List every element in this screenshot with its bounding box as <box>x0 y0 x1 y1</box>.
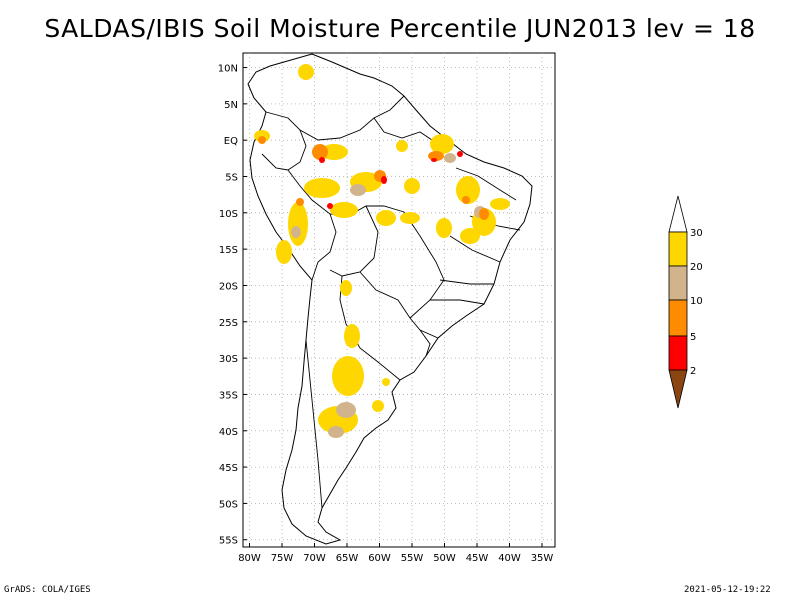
lon-label: 50W <box>433 553 456 564</box>
colorbar-cap-bottom <box>668 369 688 409</box>
lon-label: 35W <box>531 553 554 564</box>
lat-label: 5S <box>225 173 238 184</box>
colorbar-label-30: 30 <box>690 228 703 239</box>
lon-label: 60W <box>368 553 391 564</box>
footer-credit: GrADS: COLA/IGES <box>4 585 91 595</box>
lat-label: 35S <box>219 390 238 401</box>
colorbar-label-2: 2 <box>690 366 696 377</box>
colorbar-bin-10-20 <box>668 265 688 301</box>
colorbar <box>668 195 688 409</box>
lat-label: 20S <box>219 281 238 292</box>
footer-timestamp: 2021-05-12-19:22 <box>684 585 771 595</box>
lat-label: 45S <box>219 463 238 474</box>
lat-label: 30S <box>219 354 238 365</box>
longitude-labels: 80W 75W 70W 65W 60W 55W 50W 45W 40W 35W <box>238 543 553 564</box>
latitude-labels: 10N 5N EQ 5S 10S 15S 20S 25S 30S 35S 40S 45S 50S 55S <box>218 64 247 547</box>
lon-label: 55W <box>401 553 424 564</box>
lat-label: 15S <box>219 245 238 256</box>
plot-frame <box>242 52 556 548</box>
lat-label: 10N <box>218 64 238 75</box>
colorbar-bin-20-30 <box>668 231 688 267</box>
colorbar-cap-top <box>668 195 688 233</box>
south-america-outline <box>247 53 533 545</box>
map-title: SALDAS/IBIS Soil Moisture Percentile JUN… <box>44 14 756 43</box>
lat-label: 40S <box>219 427 238 438</box>
lon-label: 65W <box>336 553 359 564</box>
lat-label: 50S <box>219 499 238 510</box>
anomaly-patches <box>254 64 510 438</box>
colorbar-label-20: 20 <box>690 262 703 273</box>
colorbar-label-10: 10 <box>690 296 703 307</box>
lon-label: 75W <box>271 553 294 564</box>
gridlines <box>243 53 555 547</box>
lon-label: 80W <box>238 553 261 564</box>
colorbar-labels: 30 20 10 5 2 <box>690 228 703 377</box>
lat-label: 25S <box>219 318 238 329</box>
lat-label: 5N <box>224 100 238 111</box>
colorbar-label-5: 5 <box>690 332 696 343</box>
lat-label: EQ <box>224 136 238 147</box>
lat-label: 55S <box>219 536 238 547</box>
lon-label: 70W <box>303 553 326 564</box>
lon-label: 40W <box>498 553 521 564</box>
colorbar-bin-2-5 <box>668 335 688 371</box>
lat-label: 10S <box>219 209 238 220</box>
lon-label: 45W <box>466 553 489 564</box>
country-borders <box>261 95 521 509</box>
colorbar-bin-5-10 <box>668 299 688 337</box>
